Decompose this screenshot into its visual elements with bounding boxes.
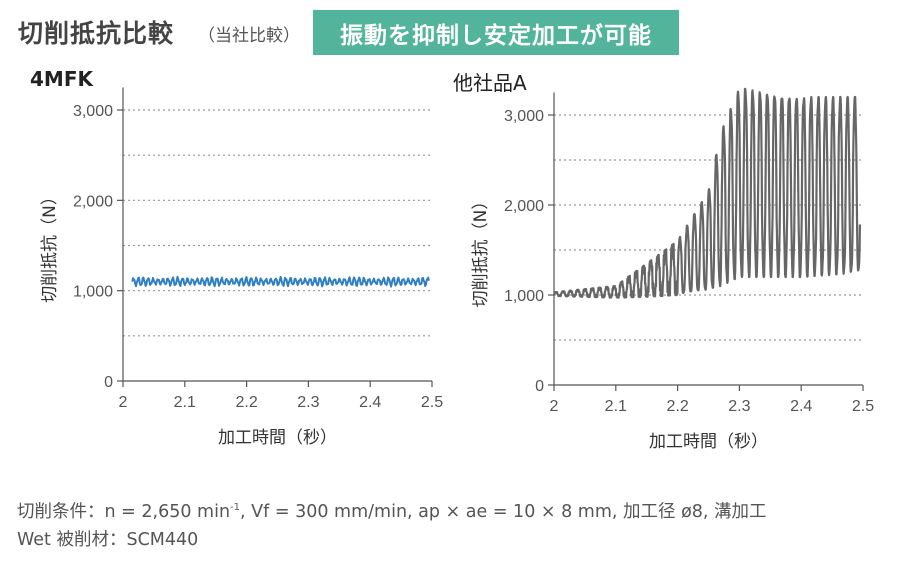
x-tick-label: 2 xyxy=(119,394,128,411)
series-line-competitor xyxy=(553,87,861,299)
x-tick-label: 2.2 xyxy=(235,394,257,411)
x-tick-label: 2.3 xyxy=(728,398,750,415)
y-tick-label: 1,000 xyxy=(73,284,113,301)
x-tick-label: 2.4 xyxy=(359,394,381,411)
x-tick-label: 2 xyxy=(550,398,559,415)
y-tick-label: 2,000 xyxy=(73,193,113,210)
x-tick-label: 2.1 xyxy=(174,394,196,411)
chart-title-4mfk: 4MFK xyxy=(30,67,93,91)
x-axis-label: 加工時間（秒） xyxy=(649,432,768,452)
x-tick-label: 2.3 xyxy=(297,394,319,411)
cutting-conditions: 切削条件：n = 2,650 min-1, Vf = 300 mm/min, a… xyxy=(17,494,767,554)
conditions-superscript: -1 xyxy=(230,502,241,513)
conditions-text-b: , Vf = 300 mm/min, ap × ae = 10 × 8 mm, … xyxy=(240,501,767,522)
x-tick-label: 2.2 xyxy=(666,398,688,415)
conditions-line-2: Wet 被削材：SCM440 xyxy=(17,529,199,550)
y-axis-label: 切削抵抗（N） xyxy=(40,188,60,303)
x-axis-label: 加工時間（秒） xyxy=(218,428,337,448)
page-title: 切削抵抗比較 xyxy=(18,19,175,48)
chart-title-competitor: 他社品A xyxy=(453,71,527,95)
y-tick-label: 2,000 xyxy=(504,198,544,215)
y-tick-label: 3,000 xyxy=(73,103,113,120)
conditions-line-1: 切削条件：n = 2,650 min-1, Vf = 300 mm/min, a… xyxy=(17,494,767,526)
x-tick-label: 2.5 xyxy=(852,398,874,415)
y-tick-label: 0 xyxy=(535,378,544,395)
conditions-text-a: 切削条件：n = 2,650 min xyxy=(17,501,231,522)
x-tick-label: 2.5 xyxy=(421,394,443,411)
y-tick-label: 0 xyxy=(104,374,113,391)
y-axis-label: 切削抵抗（N） xyxy=(471,193,491,308)
x-tick-label: 2.4 xyxy=(790,398,812,415)
y-tick-label: 3,000 xyxy=(504,108,544,125)
x-tick-label: 2.1 xyxy=(605,398,627,415)
page-subtitle: （当社比較） xyxy=(198,26,300,46)
y-tick-label: 1,000 xyxy=(504,288,544,305)
highlight-badge: 振動を抑制し安定加工が可能 xyxy=(313,10,679,55)
series-line-4mfk xyxy=(131,275,430,288)
